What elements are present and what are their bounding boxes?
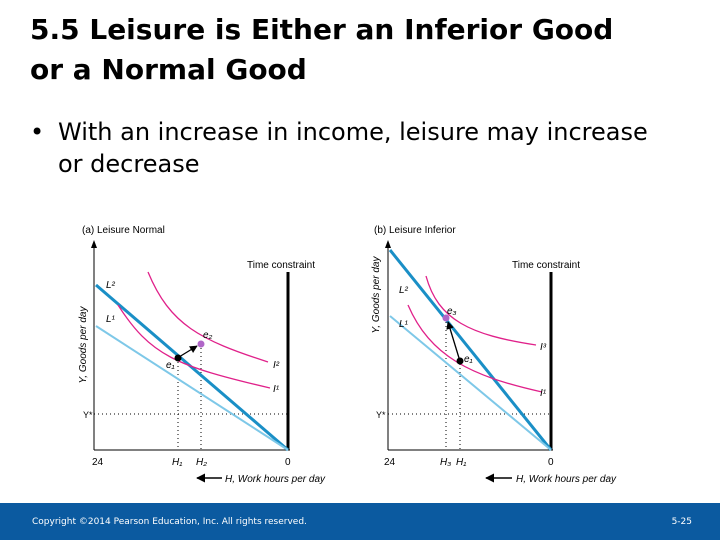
slide-number: 5-25	[671, 517, 692, 527]
panel-a-time-constraint-label: Time constraint	[247, 260, 315, 271]
panel-b-l1-label: L¹	[399, 319, 409, 330]
panel-a-e1-label: e₁	[166, 360, 175, 371]
panel-a-l2-label: L²	[106, 280, 116, 291]
panel-a-x-0: 0	[285, 457, 291, 468]
panel-a-point-e1	[174, 354, 182, 362]
panel-a-curve-i2	[147, 271, 269, 363]
panel-a-y-label: Y, Goods per day	[78, 306, 89, 384]
panel-b-x-0: 0	[548, 457, 554, 468]
panel-a-budget-l2	[95, 283, 289, 452]
panel-a-title: (a) Leisure Normal	[82, 225, 165, 236]
panel-b-point-e1	[456, 357, 464, 365]
panel-a-x-24: 24	[92, 457, 104, 468]
panel-a-ystar-label: Y*	[83, 410, 93, 420]
panel-b-i3-label: I³	[540, 342, 547, 353]
panel-b-point-e3	[442, 314, 450, 322]
slide-title: 5.5 Leisure is Either an Inferior Good o…	[30, 10, 710, 90]
panel-a-x-label: H, Work hours per day	[225, 474, 326, 485]
panel-a-x-h1: H₁	[172, 457, 182, 468]
panel-b-curve-i3	[425, 275, 537, 346]
panel-b-x-h3: H₃	[440, 457, 451, 468]
panel-b-y-axis-arrow	[385, 240, 391, 248]
bullet-point: • With an increase in income, leisure ma…	[30, 116, 670, 180]
panel-a-i2-label: I²	[273, 360, 280, 371]
panel-b-x-24: 24	[384, 457, 396, 468]
panel-b-x-label: H, Work hours per day	[516, 474, 617, 485]
panel-b-time-constraint-label: Time constraint	[512, 260, 580, 271]
bullet-marker: •	[30, 118, 45, 146]
panel-b-curve-i1	[407, 304, 543, 393]
panel-b-budget-l1	[389, 315, 552, 451]
panel-b-l2-label: L²	[399, 285, 409, 296]
panel-b-title: (b) Leisure Inferior	[374, 225, 456, 236]
footer-copyright: Copyright ©2014 Pearson Education, Inc. …	[32, 517, 307, 527]
panel-b-y-label: Y, Goods per day	[371, 256, 382, 334]
footer-bar: Copyright ©2014 Pearson Education, Inc. …	[0, 503, 720, 540]
panel-b-budget-l2	[388, 249, 553, 451]
panel-a-y-axis-arrow	[91, 240, 97, 248]
panel-b-ystar-label: Y*	[376, 410, 386, 420]
title-line-1: 5.5 Leisure is Either an Inferior Good	[30, 13, 614, 46]
panel-a: (a) Leisure Normal Y, Goods per day Time…	[78, 225, 326, 485]
panel-a-i1-label: I¹	[273, 384, 280, 395]
panel-a-point-e2	[197, 340, 205, 348]
bullet-text: With an increase in income, leisure may …	[58, 118, 648, 178]
panel-b-shift-arrow	[446, 321, 460, 359]
panel-a-shift-arrow	[178, 345, 198, 358]
panel-b-x-h1: H₁	[456, 457, 466, 468]
panel-a-e2-label: e₂	[203, 330, 213, 341]
panel-b: (b) Leisure Inferior Y, Goods per day Ti…	[371, 225, 617, 485]
panel-a-budget-l1	[95, 325, 289, 451]
panel-a-curve-i1	[117, 304, 271, 389]
panel-b-e3-label: e₃	[447, 306, 457, 317]
panel-a-x-h2: H₂	[196, 457, 207, 468]
panel-a-l1-label: L¹	[106, 314, 116, 325]
title-line-2: or a Normal Good	[30, 53, 307, 86]
panel-b-e1-label: e₁	[464, 354, 473, 365]
panel-b-i1-label: I¹	[540, 388, 547, 399]
